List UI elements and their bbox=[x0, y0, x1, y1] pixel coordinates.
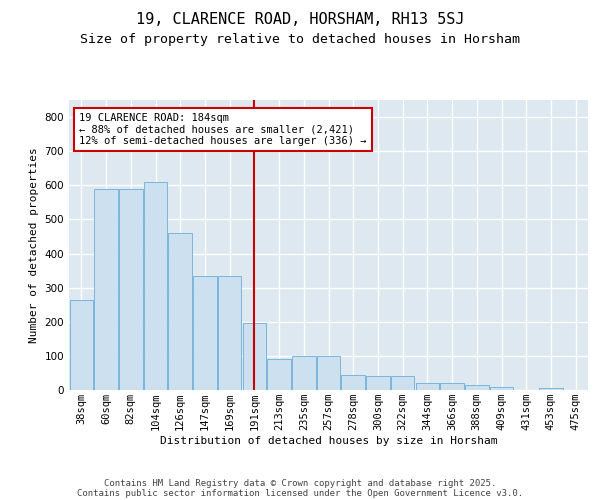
Text: 19 CLARENCE ROAD: 184sqm
← 88% of detached houses are smaller (2,421)
12% of sem: 19 CLARENCE ROAD: 184sqm ← 88% of detach… bbox=[79, 113, 367, 146]
Bar bbox=[242, 324, 266, 390]
Bar bbox=[317, 356, 340, 390]
Bar bbox=[119, 188, 143, 390]
Bar bbox=[539, 388, 563, 390]
Bar bbox=[268, 360, 291, 390]
Bar bbox=[193, 276, 217, 390]
Bar bbox=[218, 276, 241, 390]
Bar bbox=[70, 300, 93, 390]
Text: Size of property relative to detached houses in Horsham: Size of property relative to detached ho… bbox=[80, 32, 520, 46]
Bar bbox=[341, 374, 365, 390]
Y-axis label: Number of detached properties: Number of detached properties bbox=[29, 147, 39, 343]
Bar bbox=[94, 188, 118, 390]
Bar bbox=[440, 383, 464, 390]
X-axis label: Distribution of detached houses by size in Horsham: Distribution of detached houses by size … bbox=[160, 436, 497, 446]
Bar bbox=[465, 385, 488, 390]
Bar bbox=[366, 376, 389, 390]
Bar bbox=[144, 182, 167, 390]
Text: Contains HM Land Registry data © Crown copyright and database right 2025.: Contains HM Land Registry data © Crown c… bbox=[104, 478, 496, 488]
Text: 19, CLARENCE ROAD, HORSHAM, RH13 5SJ: 19, CLARENCE ROAD, HORSHAM, RH13 5SJ bbox=[136, 12, 464, 28]
Bar bbox=[169, 233, 192, 390]
Bar bbox=[391, 376, 415, 390]
Text: Contains public sector information licensed under the Open Government Licence v3: Contains public sector information licen… bbox=[77, 488, 523, 498]
Bar bbox=[292, 356, 316, 390]
Bar bbox=[416, 383, 439, 390]
Bar bbox=[490, 386, 513, 390]
